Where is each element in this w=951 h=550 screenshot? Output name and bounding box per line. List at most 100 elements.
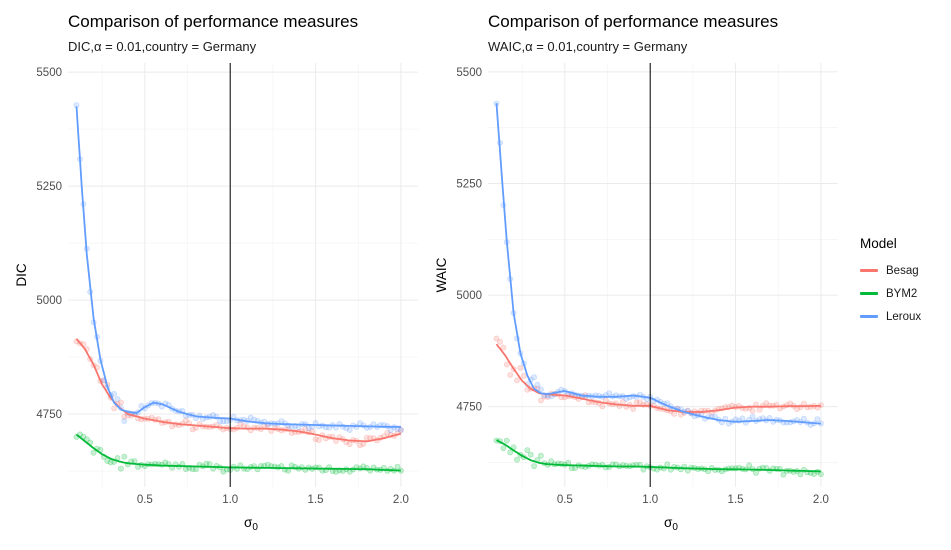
legend-key-besag — [860, 269, 878, 272]
legend-key-leroux — [860, 315, 878, 318]
right-point-bym2 — [507, 449, 514, 456]
left-panel-title: Comparison of performance measures — [68, 12, 359, 31]
legend-item-leroux: Leroux — [860, 305, 921, 328]
right-point-leroux — [534, 381, 541, 388]
left-x-axis-title: σ0 — [244, 515, 258, 533]
right-x-axis-title: σ0 — [664, 515, 678, 533]
legend-label-leroux: Leroux — [886, 310, 922, 323]
left-point-bym2 — [394, 463, 401, 470]
left-point-besag — [121, 413, 128, 420]
right-point-bym2 — [664, 461, 671, 468]
right-point-bym2 — [746, 462, 753, 469]
left-point-besag — [189, 426, 196, 433]
left-point-leroux — [346, 427, 353, 433]
left-y-tick-label: 4750 — [36, 409, 62, 421]
left-point-bym2 — [90, 449, 97, 456]
left-point-leroux — [114, 396, 121, 402]
right-x-tick-label: 2.0 — [813, 494, 829, 506]
right-point-besag — [637, 399, 643, 406]
left-y-tick-label: 5000 — [36, 295, 62, 307]
right-point-besag — [514, 377, 520, 384]
left-point-bym2 — [118, 465, 124, 472]
left-point-leroux — [247, 414, 254, 421]
left-panel-subtitle: DIC,α = 0.01,country = Germany — [68, 39, 257, 54]
right-y-tick-label: 5000 — [456, 290, 482, 302]
left-point-bym2 — [121, 453, 128, 460]
left-x-tick-label: 1.0 — [222, 494, 238, 506]
right-panel-subtitle: WAIC,α = 0.01,country = Germany — [488, 39, 688, 54]
right-point-besag — [630, 406, 636, 412]
left-point-besag — [357, 442, 363, 449]
left-point-bym2 — [206, 461, 213, 467]
right-point-besag — [538, 397, 544, 404]
left-trend-line-besag — [75, 338, 402, 443]
right-point-leroux — [606, 390, 613, 396]
left-point-besag — [384, 429, 391, 436]
right-point-leroux — [531, 374, 537, 381]
right-x-tick-label: 1.5 — [728, 494, 744, 506]
right-point-besag — [507, 371, 514, 378]
right-point-bym2 — [753, 469, 759, 476]
right-point-leroux — [749, 413, 756, 420]
right-trend-line-bym2 — [496, 439, 821, 473]
left-x-tick-label: 0.5 — [137, 494, 153, 506]
right-point-besag — [517, 364, 524, 371]
right-point-bym2 — [527, 451, 534, 458]
right-point-besag — [500, 344, 507, 351]
legend-label-bym2: BYM2 — [886, 287, 918, 300]
left-point-leroux — [121, 418, 128, 424]
right-point-leroux — [739, 415, 746, 422]
right-point-bym2 — [524, 447, 531, 453]
right-trend-line-leroux — [495, 103, 821, 425]
right-point-besag — [599, 403, 606, 410]
left-x-axis-title-subscript: 0 — [252, 522, 258, 533]
right-point-bym2 — [818, 471, 824, 477]
right-point-besag — [497, 338, 503, 345]
left-point-besag — [111, 405, 117, 412]
right-point-leroux — [814, 416, 821, 422]
right-point-bym2 — [503, 437, 510, 444]
right-point-bym2 — [797, 471, 804, 478]
right-point-besag — [749, 407, 756, 414]
right-y-tick-label: 5500 — [456, 67, 482, 79]
right-point-besag — [493, 335, 500, 342]
legend-item-besag: Besag — [860, 259, 921, 282]
right-panel-title: Comparison of performance measures — [488, 12, 779, 31]
left-point-besag — [182, 417, 189, 424]
legend: Model Besag BYM2 Leroux — [860, 236, 921, 328]
legend-label-besag: Besag — [886, 264, 919, 277]
right-point-bym2 — [531, 463, 537, 469]
right-point-bym2 — [500, 445, 507, 451]
left-y-tick-label: 5250 — [36, 181, 62, 193]
right-y-tick-label: 5250 — [456, 179, 482, 191]
left-point-besag — [302, 426, 309, 432]
left-point-besag — [312, 436, 319, 442]
right-point-besag — [503, 361, 510, 368]
left-point-bym2 — [104, 458, 111, 464]
right-point-besag — [524, 386, 531, 393]
left-x-tick-label: 2.0 — [393, 494, 409, 506]
right-point-leroux — [538, 386, 544, 393]
right-y-axis-title: WAIC — [434, 257, 449, 292]
legend-key-bym2 — [860, 292, 878, 295]
left-point-besag — [316, 437, 322, 443]
right-y-tick-label: 4750 — [456, 402, 482, 414]
left-point-besag — [237, 420, 244, 427]
left-point-bym2 — [220, 468, 227, 475]
right-point-besag — [521, 372, 527, 379]
left-trend-line-leroux — [75, 106, 401, 428]
legend-title: Model — [860, 236, 897, 251]
right-x-tick-label: 1.0 — [642, 494, 658, 506]
right-x-axis-title-subscript: 0 — [672, 522, 678, 533]
right-x-tick-label: 0.5 — [557, 494, 573, 506]
left-x-tick-label: 1.5 — [308, 494, 324, 506]
left-point-besag — [118, 399, 124, 406]
left-trend-line-bym2 — [75, 433, 401, 472]
left-y-tick-label: 5500 — [36, 67, 62, 79]
left-point-besag — [346, 441, 353, 447]
right-point-bym2 — [780, 471, 787, 478]
left-point-leroux — [397, 426, 404, 433]
left-point-bym2 — [107, 459, 114, 466]
legend-item-bym2: BYM2 — [860, 282, 921, 305]
